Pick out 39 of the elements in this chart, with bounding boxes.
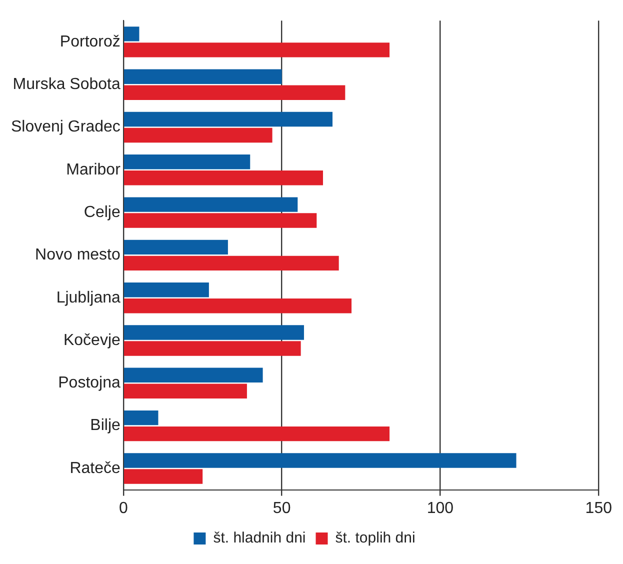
legend-label: št. hladnih dni — [213, 530, 306, 547]
bar — [124, 128, 272, 143]
y-tick-label: Kočevje — [63, 332, 120, 349]
bar — [124, 213, 317, 228]
y-tick-label: Slovenj Gradec — [11, 118, 120, 136]
bar — [124, 256, 339, 271]
bar — [124, 341, 301, 356]
bar — [124, 26, 140, 42]
bar — [124, 154, 250, 170]
bar — [124, 384, 247, 399]
bar — [124, 410, 158, 426]
bar — [124, 325, 304, 340]
bar — [124, 170, 323, 186]
x-tick-label: 150 — [585, 500, 612, 517]
bar — [124, 453, 516, 468]
x-tick-label: 100 — [426, 500, 454, 517]
bar — [124, 69, 282, 84]
x-tick-label: 0 — [118, 500, 128, 517]
x-tick-label: 50 — [272, 500, 291, 517]
legend-label: št. toplih dni — [335, 530, 416, 547]
y-tick-label: Rateče — [70, 460, 120, 477]
y-tick-label: Ljubljana — [56, 289, 120, 306]
y-tick-label: Postojna — [58, 374, 120, 392]
bar — [124, 469, 203, 484]
bar — [124, 282, 209, 298]
y-tick-label: Celje — [84, 204, 120, 221]
y-tick-label: Maribor — [66, 161, 122, 178]
y-tick-label: Portorož — [60, 33, 120, 50]
y-tick-label: Murska Sobota — [12, 76, 120, 93]
bar — [124, 42, 390, 58]
bar — [124, 368, 263, 383]
bar — [124, 426, 390, 442]
bar — [124, 298, 352, 314]
y-tick-label: Novo mesto — [35, 246, 120, 264]
y-tick-label: Bilje — [90, 417, 120, 434]
bar — [124, 85, 346, 100]
bar — [124, 112, 333, 127]
bar — [124, 197, 298, 212]
bar — [124, 240, 228, 255]
